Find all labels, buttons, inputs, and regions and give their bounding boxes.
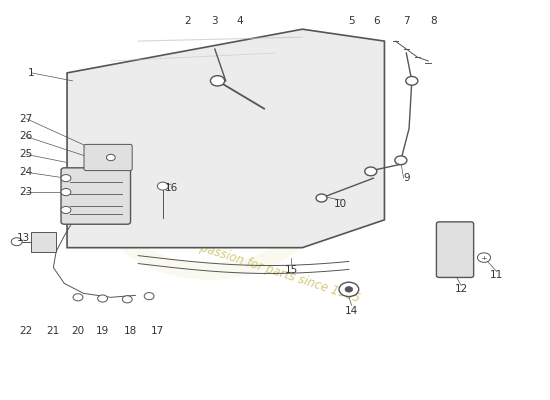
Text: a passion for parts since 1985: a passion for parts since 1985 [188, 238, 362, 305]
Text: 21: 21 [47, 326, 60, 336]
Circle shape [395, 156, 407, 165]
Text: 4: 4 [236, 16, 243, 26]
Circle shape [211, 76, 224, 86]
Text: 8: 8 [431, 16, 437, 26]
Text: 7: 7 [403, 16, 410, 26]
Polygon shape [67, 29, 384, 248]
FancyBboxPatch shape [437, 222, 474, 278]
Text: 24: 24 [19, 167, 32, 177]
Circle shape [61, 206, 71, 214]
Text: 3: 3 [212, 16, 218, 26]
Circle shape [365, 167, 377, 176]
Text: 10: 10 [334, 199, 347, 209]
FancyBboxPatch shape [61, 168, 130, 224]
Text: 12: 12 [454, 284, 467, 294]
Circle shape [477, 253, 491, 262]
Polygon shape [31, 232, 56, 252]
Text: 6: 6 [373, 16, 380, 26]
Circle shape [73, 294, 83, 301]
FancyBboxPatch shape [84, 144, 132, 171]
Circle shape [144, 292, 154, 300]
Text: 23: 23 [19, 187, 32, 197]
Circle shape [98, 295, 108, 302]
Text: 13: 13 [16, 233, 30, 243]
Text: 17: 17 [151, 326, 164, 336]
Circle shape [122, 296, 132, 303]
Circle shape [339, 282, 359, 296]
Circle shape [345, 286, 353, 292]
Circle shape [11, 238, 22, 246]
Circle shape [61, 174, 71, 182]
Text: 11: 11 [490, 270, 503, 280]
Text: 5: 5 [348, 16, 355, 26]
Text: 19: 19 [96, 326, 109, 336]
Text: 1: 1 [28, 68, 35, 78]
Text: 2: 2 [184, 16, 191, 26]
Text: 15: 15 [285, 264, 298, 274]
Text: 25: 25 [19, 149, 32, 159]
Text: 26: 26 [19, 132, 32, 142]
Text: 20: 20 [72, 326, 85, 336]
Text: 9: 9 [403, 173, 410, 183]
Circle shape [316, 194, 327, 202]
Text: 27: 27 [19, 114, 32, 124]
Circle shape [157, 182, 168, 190]
Text: 14: 14 [345, 306, 358, 316]
Circle shape [406, 76, 418, 85]
Circle shape [107, 154, 115, 161]
Text: 22: 22 [19, 326, 32, 336]
Text: 18: 18 [123, 326, 136, 336]
Circle shape [61, 188, 71, 196]
Text: 16: 16 [164, 183, 178, 193]
